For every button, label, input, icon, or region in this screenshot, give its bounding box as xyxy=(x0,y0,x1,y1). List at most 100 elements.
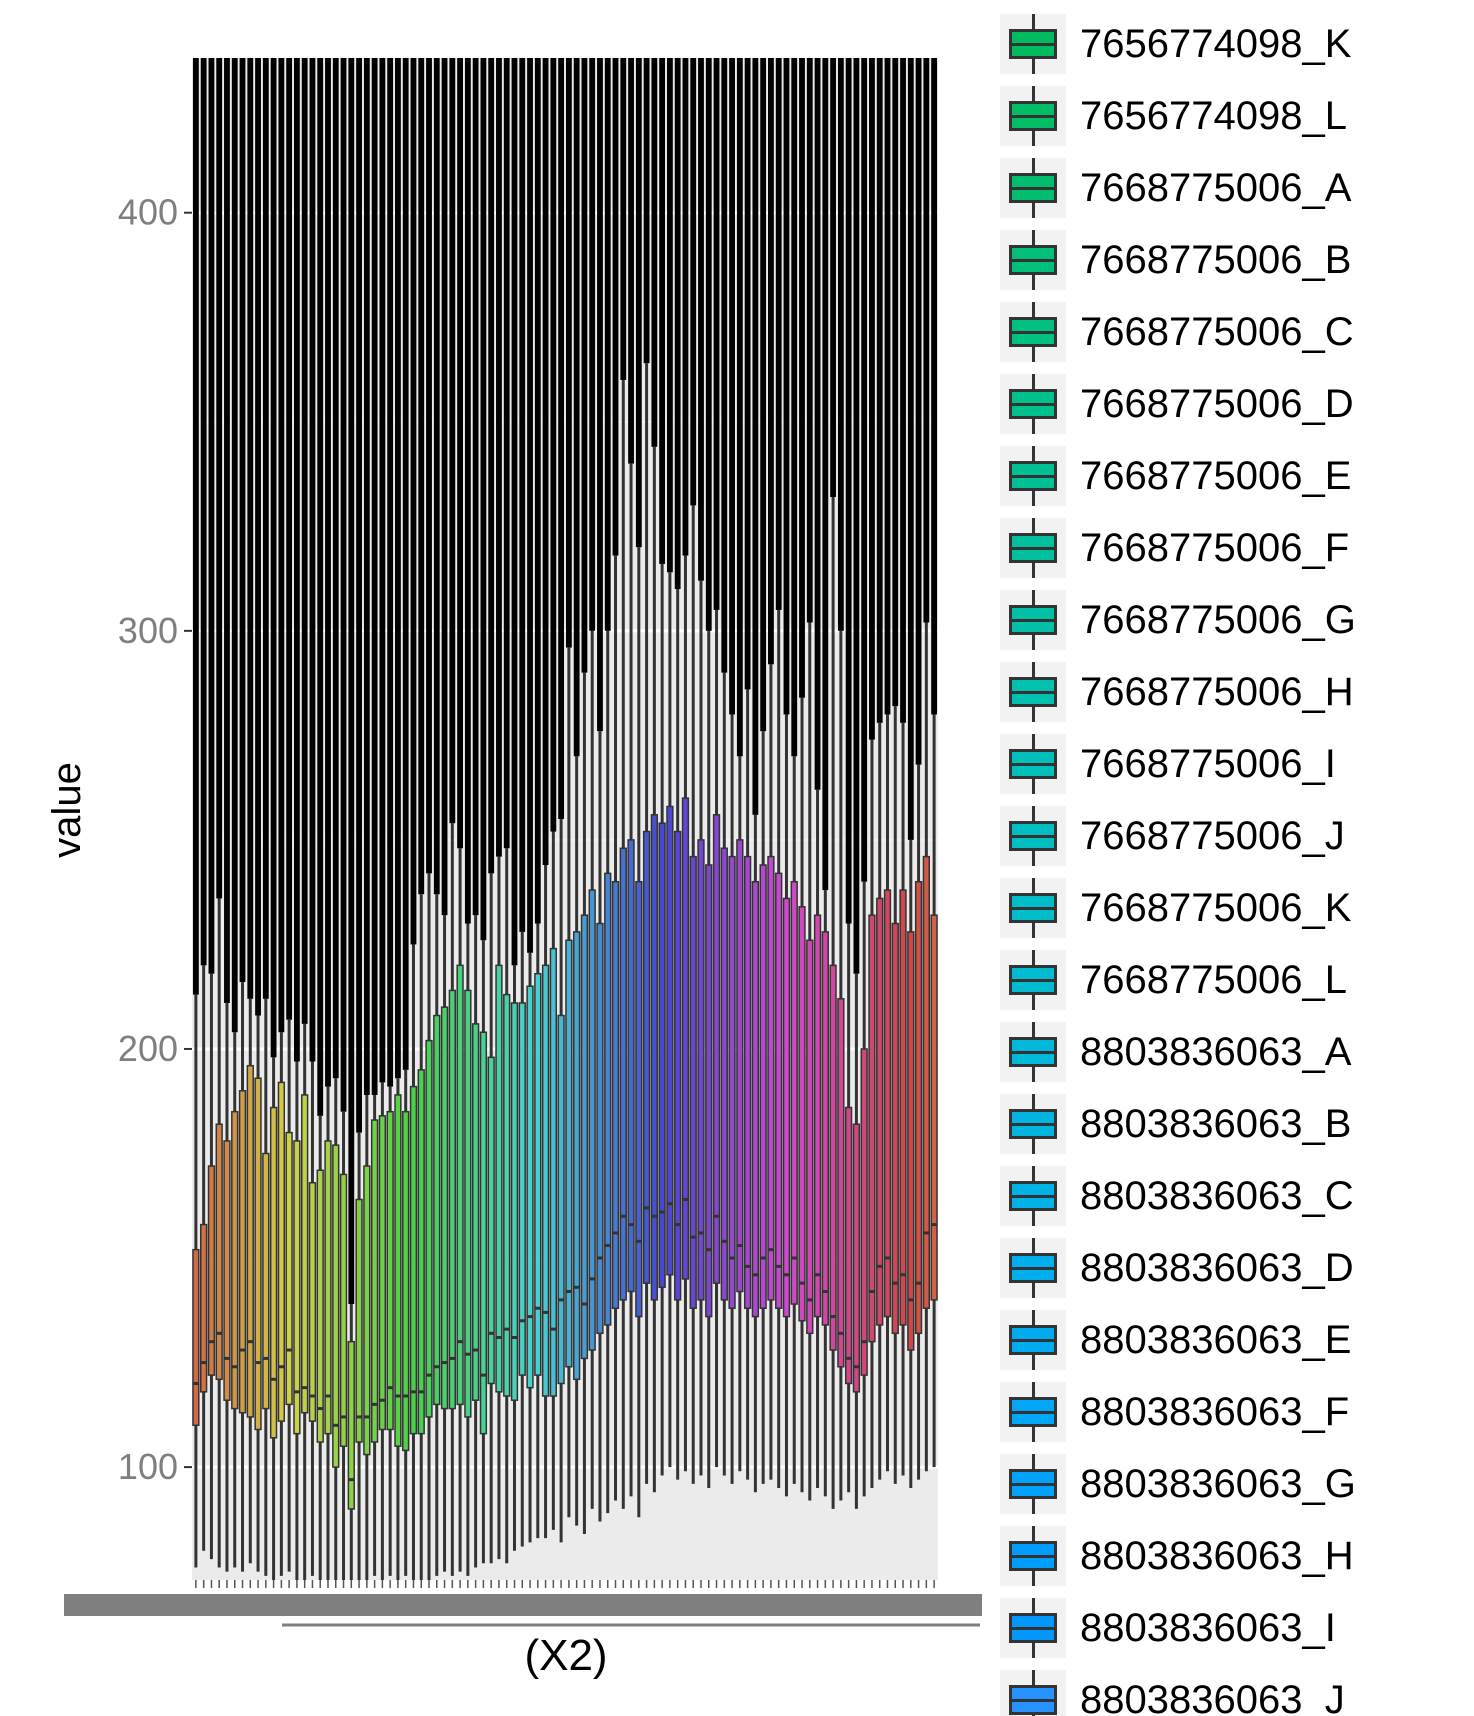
box-body xyxy=(829,964,837,1351)
legend-key xyxy=(1000,446,1066,506)
box-body xyxy=(930,914,938,1301)
box-body xyxy=(409,1085,418,1435)
box-body xyxy=(883,889,892,1318)
legend-item: 7668775006_E xyxy=(1000,440,1430,512)
box-36 xyxy=(464,58,472,1576)
outliers xyxy=(496,58,502,857)
box-35 xyxy=(456,58,464,1572)
legend-whisker-top xyxy=(1031,1238,1035,1253)
legend-whisker-top xyxy=(1031,1598,1035,1613)
legend-label: 8803836063_E xyxy=(1080,1318,1352,1362)
box-body xyxy=(464,989,472,1418)
outliers xyxy=(270,58,277,1058)
box-86 xyxy=(852,58,861,1509)
outliers xyxy=(441,58,448,916)
legend-key xyxy=(1000,1310,1066,1370)
legend-item: 7668775006_F xyxy=(1000,512,1430,584)
outliers xyxy=(659,58,666,564)
outliers xyxy=(690,58,697,506)
box-body xyxy=(899,889,907,1326)
box-4 xyxy=(215,58,223,1568)
box-body xyxy=(720,847,728,1301)
box-65 xyxy=(689,58,697,1484)
legend-whisker-bottom xyxy=(1031,491,1035,506)
box-body xyxy=(790,880,798,1305)
box-body xyxy=(394,1094,402,1447)
box-body xyxy=(596,922,604,1335)
legend-whisker-top xyxy=(1031,1670,1035,1685)
box-body xyxy=(736,839,744,1293)
outliers xyxy=(395,58,401,1079)
box-34 xyxy=(448,58,456,1576)
outliers xyxy=(604,58,611,631)
legend-whisker-top xyxy=(1031,1094,1035,1109)
box-body xyxy=(712,814,721,1284)
outliers xyxy=(900,58,906,723)
outliers xyxy=(799,58,805,698)
box-body xyxy=(627,839,635,1293)
box-body xyxy=(355,1198,363,1443)
outliers xyxy=(286,58,293,1020)
legend-whisker-bottom xyxy=(1031,995,1035,1010)
legend-swatch xyxy=(1009,389,1057,419)
box-18 xyxy=(324,58,332,1580)
box-body xyxy=(650,814,659,1301)
outliers xyxy=(464,58,471,924)
box-66 xyxy=(697,58,705,1476)
legend-whisker-bottom xyxy=(1031,1211,1035,1226)
box-body xyxy=(246,1064,254,1418)
y-tick-label: 100 xyxy=(118,1446,178,1487)
outliers xyxy=(674,58,681,590)
box-body xyxy=(572,931,581,1381)
box-body xyxy=(697,839,705,1301)
outliers xyxy=(488,58,495,874)
outliers xyxy=(830,58,837,498)
box-body xyxy=(448,989,456,1410)
legend-key xyxy=(1000,374,1066,434)
box-19 xyxy=(332,58,340,1580)
outliers xyxy=(418,58,425,895)
outliers xyxy=(449,58,456,824)
box-body xyxy=(844,1106,853,1385)
box-body xyxy=(510,1002,519,1401)
legend-label: 7668775006_K xyxy=(1080,886,1352,930)
box-body xyxy=(728,855,736,1309)
box-body xyxy=(332,1144,340,1468)
legend-whisker-bottom xyxy=(1031,1139,1035,1154)
box-body xyxy=(891,922,899,1335)
box-8 xyxy=(246,58,254,1564)
box-57 xyxy=(627,58,635,1497)
box-body xyxy=(759,864,767,1309)
box-body xyxy=(262,1152,270,1410)
box-71 xyxy=(736,58,744,1472)
legend-item: 7668775006_H xyxy=(1000,656,1430,728)
box-12 xyxy=(277,58,286,1576)
box-body xyxy=(775,872,783,1309)
legend-swatch xyxy=(1009,605,1057,635)
grid xyxy=(192,211,938,1469)
legend-label: 7656774098_L xyxy=(1080,94,1347,138)
box-13 xyxy=(285,58,293,1572)
box-11 xyxy=(269,58,278,1580)
outliers xyxy=(822,58,829,891)
legend-whisker-top xyxy=(1031,1022,1035,1037)
box-62 xyxy=(666,58,674,1468)
box-32 xyxy=(433,58,441,1576)
outliers xyxy=(752,58,759,815)
outliers xyxy=(239,58,246,983)
legend-whisker-top xyxy=(1031,734,1035,749)
legend-key xyxy=(1000,1598,1066,1658)
box-90 xyxy=(883,58,892,1472)
legend-whisker-top xyxy=(1031,446,1035,461)
legend-label: 8803836063_G xyxy=(1080,1462,1356,1506)
box-14 xyxy=(293,58,301,1580)
legend-whisker-bottom xyxy=(1031,1067,1035,1082)
box-body xyxy=(604,872,612,1326)
outliers xyxy=(768,58,774,665)
legend-whisker-bottom xyxy=(1031,203,1035,218)
outliers xyxy=(426,58,432,874)
box-body xyxy=(231,1110,239,1410)
outliers xyxy=(705,58,712,631)
outliers xyxy=(721,58,728,673)
legend-whisker-bottom xyxy=(1031,1427,1035,1442)
